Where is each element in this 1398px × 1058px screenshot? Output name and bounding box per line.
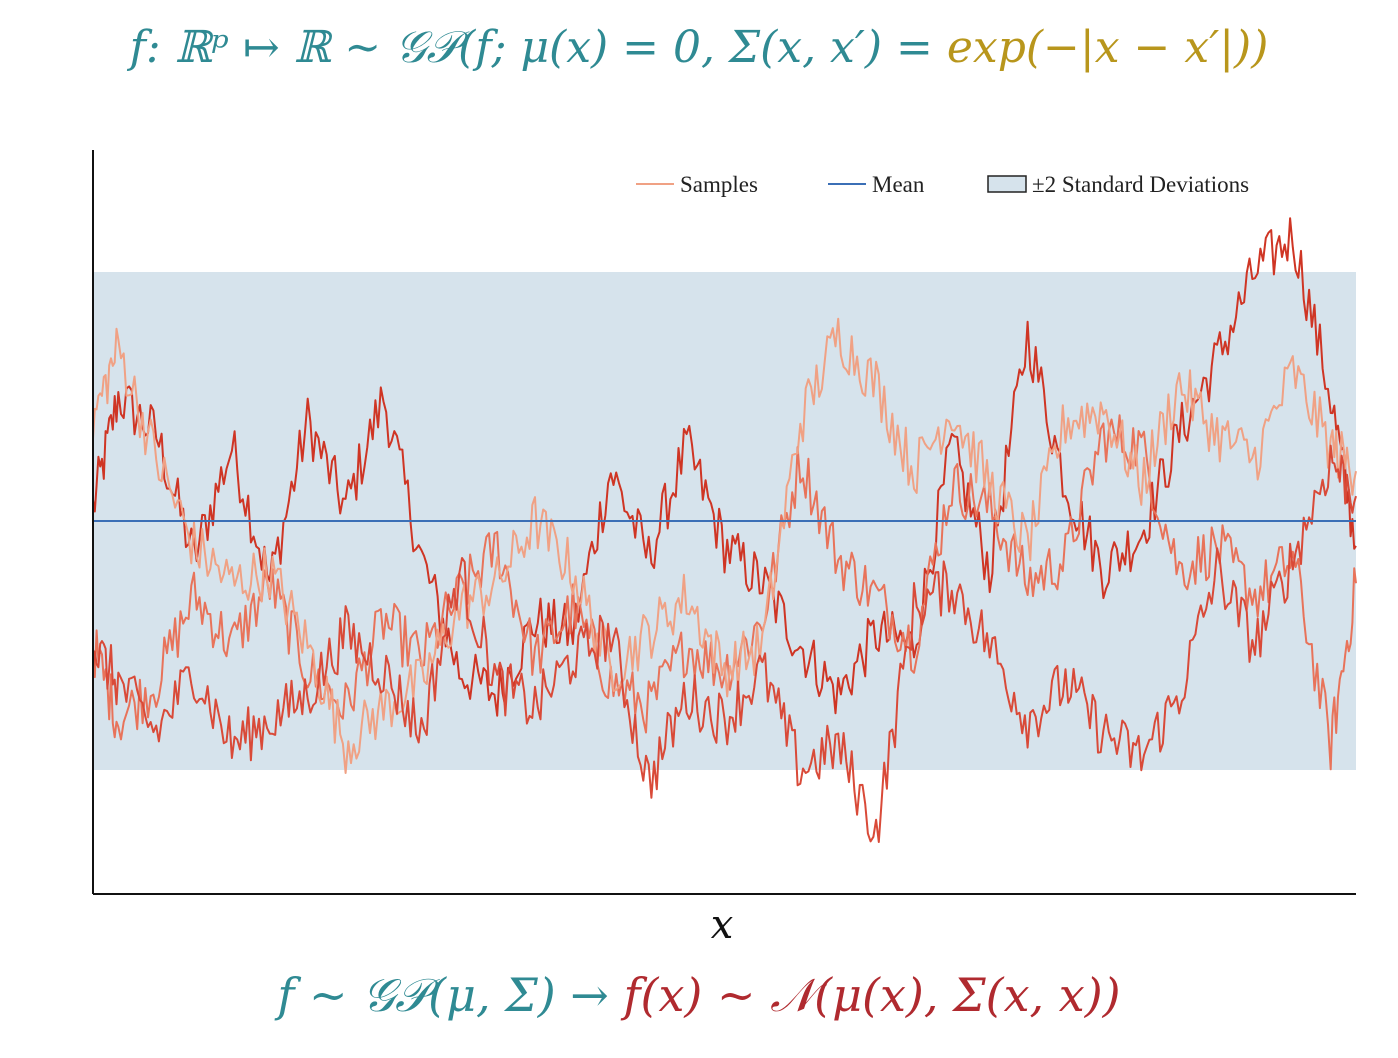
- legend-band-swatch: [987, 175, 1027, 193]
- equation-bottom-lhs: f ~ 𝒢𝒫(μ, Σ) →: [277, 968, 624, 1022]
- equation-top: f: ℝᵖ ↦ ℝ ~ 𝒢𝒫(f; μ(x) = 0, Σ(x, x′) = e…: [0, 22, 1398, 73]
- sample-line-4: [92, 444, 1357, 843]
- sample-line-2: [92, 414, 1357, 771]
- equation-top-kernel: exp(−|x − x′|)): [946, 22, 1269, 73]
- legend: Samples Mean ±2 Standard Deviations: [636, 172, 1249, 197]
- legend-mean-label: Mean: [872, 172, 925, 197]
- equation-top-text: f: ℝᵖ ↦ ℝ ~ 𝒢𝒫(f; μ(x) = 0, Σ(x, x′) =: [129, 22, 947, 73]
- plot-area: [92, 150, 1357, 895]
- x-axis-label: x: [711, 902, 734, 948]
- sample-line-1: [92, 217, 1357, 717]
- sample-line-3: [92, 317, 1357, 774]
- legend-band-label: ±2 Standard Deviations: [1032, 172, 1249, 197]
- equation-bottom: f ~ 𝒢𝒫(μ, Σ) → f(x) ~ 𝒩(μ(x), Σ(x, x)): [0, 968, 1398, 1024]
- legend-samples-label: Samples: [680, 172, 758, 197]
- equation-bottom-rhs: f(x) ~ 𝒩(μ(x), Σ(x, x)): [623, 968, 1121, 1022]
